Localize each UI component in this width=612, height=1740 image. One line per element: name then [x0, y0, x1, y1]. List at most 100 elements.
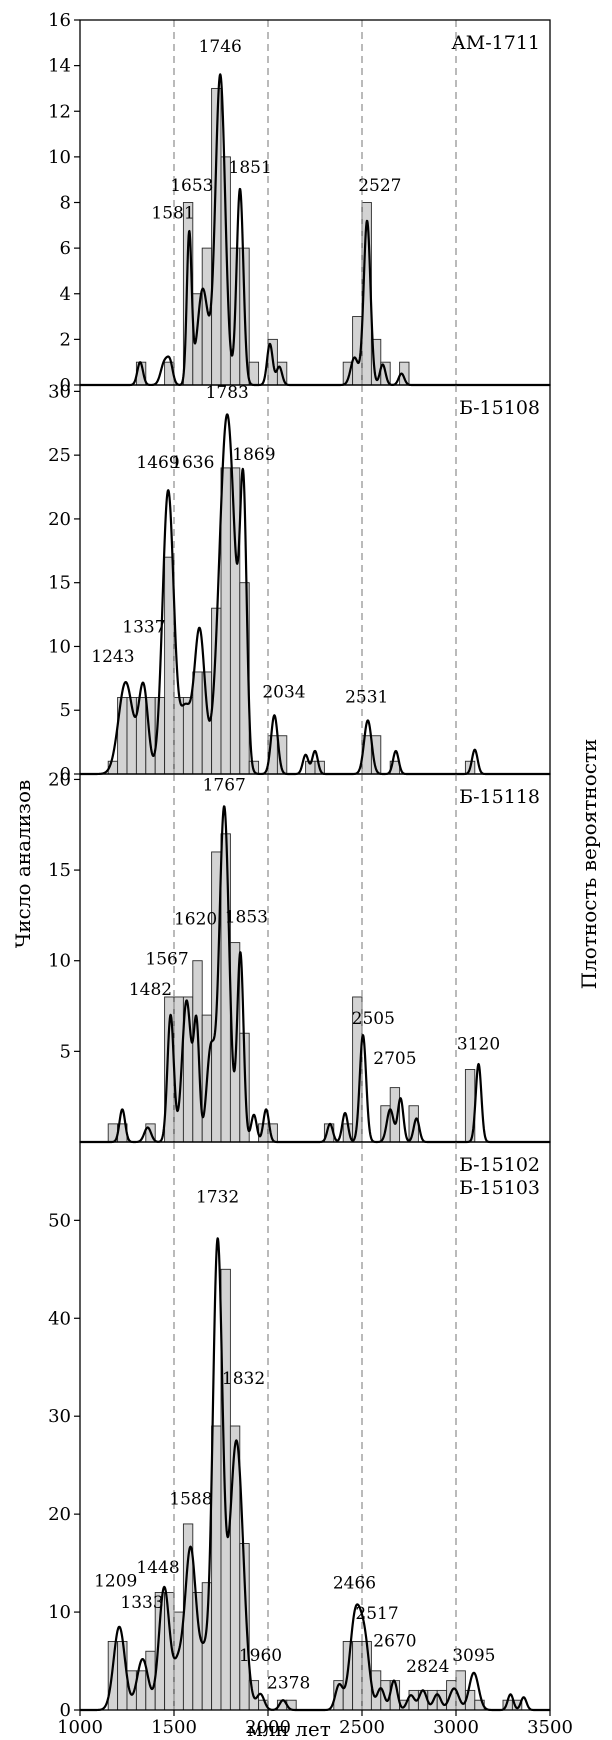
y-tick-label: 30 — [48, 1406, 71, 1427]
x-tick-label: 2000 — [245, 1717, 291, 1738]
y-tick-label: 20 — [48, 769, 71, 790]
y-tick-label: 10 — [48, 147, 71, 168]
y-tick-label: 5 — [60, 700, 71, 721]
histogram-bar — [182, 697, 194, 775]
peak-age-label: 1783 — [206, 383, 249, 403]
x-tick-label: 2500 — [339, 1717, 385, 1738]
peak-age-label: 2531 — [345, 688, 388, 708]
y-tick-label: 40 — [48, 1308, 71, 1329]
y-tick-label: 4 — [60, 284, 71, 305]
peak-age-label: 1853 — [225, 908, 268, 928]
probability-density-curve — [79, 805, 551, 1144]
y-tick-label: 10 — [48, 1602, 71, 1623]
sample-label: АМ-1711 — [451, 32, 540, 54]
y-axis-title-left: Число анализов — [11, 780, 35, 949]
y-tick-label: 30 — [48, 381, 71, 402]
x-axis-title: млн лет — [247, 1717, 331, 1740]
y-tick-label: 15 — [48, 860, 71, 881]
histogram-bar — [201, 1582, 213, 1711]
peak-age-label: 2824 — [406, 1657, 449, 1677]
peak-age-label: 2527 — [358, 176, 401, 196]
peak-age-label: 1636 — [171, 453, 214, 473]
peak-age-label: 1746 — [199, 37, 242, 57]
histogram-bar — [352, 1640, 363, 1711]
histogram-bar — [201, 671, 213, 775]
histogram-bar — [220, 467, 231, 775]
y-tick-label: 50 — [48, 1210, 71, 1231]
y-tick-label: 6 — [60, 238, 71, 259]
panel-frame — [79, 1141, 551, 1711]
sample-label: Б-15102 — [459, 1154, 540, 1176]
peak-age-label: 1767 — [203, 775, 246, 795]
y-tick-label: 20 — [48, 509, 71, 530]
peak-age-label: 2034 — [262, 682, 305, 702]
peak-age-label: 2517 — [355, 1604, 398, 1624]
peak-age-label: 1732 — [196, 1188, 239, 1208]
histogram-bar — [107, 1640, 119, 1711]
peak-age-label: 1482 — [129, 980, 172, 1000]
sample-label: Б-15103 — [459, 1177, 540, 1199]
peak-age-label: 1469 — [136, 453, 179, 473]
y-tick-label: 25 — [48, 445, 71, 466]
peak-age-label: 1581 — [151, 203, 194, 223]
histogram-bar — [173, 697, 184, 775]
histogram-bar — [211, 1425, 222, 1711]
y-tick-label: 8 — [60, 193, 71, 214]
peak-age-label: 1832 — [222, 1369, 265, 1389]
y-tick-label: 0 — [60, 375, 71, 396]
histogram-bar — [229, 467, 241, 775]
panels: 0246810121416АМ-171117461653158118512527… — [48, 10, 551, 1721]
y-tick-label: 2 — [60, 329, 71, 350]
y-tick-label: 14 — [48, 56, 71, 77]
peak-age-label: 1588 — [169, 1489, 212, 1509]
peak-age-label: 1337 — [122, 617, 165, 637]
peak-age-label: 3095 — [452, 1646, 495, 1666]
histogram-bar — [446, 1680, 457, 1711]
y-axis-title-right: Плотность вероятности — [577, 739, 601, 990]
histogram-bar — [117, 1640, 128, 1711]
sample-label: Б-15108 — [459, 397, 540, 419]
y-tick-label: 16 — [48, 10, 71, 31]
y-tick-label: 12 — [48, 101, 71, 122]
peak-age-label: 2466 — [333, 1574, 376, 1594]
x-tick-label: 1000 — [57, 1717, 103, 1738]
panel-1: 0 2 4 6 8 10 12 14 16 АМ-1711 1746 1653 1581 1851 2527 — [48, 10, 551, 396]
y-tick-label: 5 — [60, 1041, 71, 1062]
probability-density-curve — [79, 413, 551, 776]
peak-age-label: 1620 — [174, 909, 217, 929]
peak-age-label: 2705 — [373, 1049, 416, 1069]
histogram-bar — [192, 671, 203, 775]
peak-age-label: 1851 — [229, 158, 272, 178]
histogram-bar — [220, 833, 231, 1143]
y-tick-label: 20 — [48, 1504, 71, 1525]
peak-age-label: 2505 — [352, 1009, 395, 1029]
peak-age-label: 1209 — [94, 1572, 137, 1592]
histogram-bar — [192, 960, 203, 1143]
y-tick-label: 10 — [48, 636, 71, 657]
y-tick-label: 0 — [60, 764, 71, 785]
peak-age-label: 1653 — [170, 176, 213, 196]
peak-age-label: 1243 — [91, 647, 134, 667]
sample-label: Б-15118 — [459, 786, 540, 808]
peak-age-label: 1960 — [239, 1646, 282, 1666]
peak-age-label: 1869 — [232, 445, 275, 465]
peak-age-label: 1448 — [136, 1558, 179, 1578]
histogram-bar — [229, 1425, 241, 1711]
y-tick-label: 10 — [48, 951, 71, 972]
peak-age-label: 1333 — [120, 1593, 163, 1613]
x-tick-label: 1500 — [151, 1717, 197, 1738]
peak-age-label: 2670 — [373, 1631, 416, 1651]
y-tick-label: 0 — [60, 1700, 71, 1721]
peak-age-label: 1567 — [145, 949, 188, 969]
panel-3: 5 10 15 20 Б-15118 1767 1620 1853 1567 1482 2505 27… — [48, 769, 551, 1144]
x-axis-ticks: 1000 1500 2000 2500 3000 3500 — [57, 1710, 573, 1738]
probability-density-curve — [79, 73, 551, 387]
x-tick-label: 3500 — [527, 1717, 573, 1738]
probability-density-curve — [79, 1237, 551, 1712]
histogram-bar — [201, 247, 213, 386]
peak-age-label: 2378 — [267, 1673, 310, 1693]
y-tick-label: 15 — [48, 573, 71, 594]
